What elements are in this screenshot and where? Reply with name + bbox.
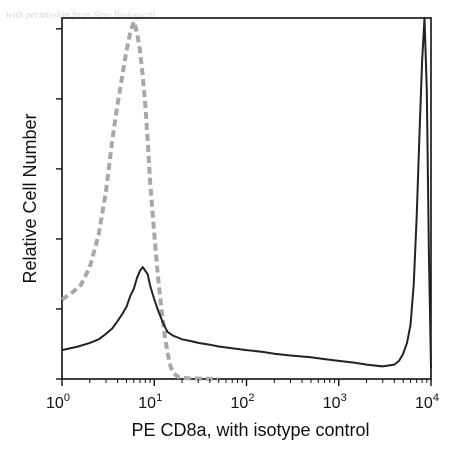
x-tick-label: 102 — [231, 392, 255, 412]
plot-area: 100 101 102 103 104 — [46, 17, 439, 412]
series-line-isotype — [60, 19, 219, 381]
plot-frame — [61, 17, 432, 380]
x-tick-label: 101 — [138, 392, 162, 412]
x-tick-label: 104 — [415, 392, 439, 412]
x-axis-label: PE CD8a, with isotype control — [131, 420, 369, 440]
x-tick-label: 103 — [323, 392, 347, 412]
series-layer — [60, 17, 432, 381]
ticks-layer: 100 101 102 103 104 — [46, 28, 439, 412]
x-tick-label: 100 — [46, 392, 70, 412]
watermark-text: with permission from Sino Biological — [6, 10, 155, 21]
y-axis-label: Relative Cell Number — [20, 113, 40, 283]
series-line-cd8a — [61, 17, 432, 369]
